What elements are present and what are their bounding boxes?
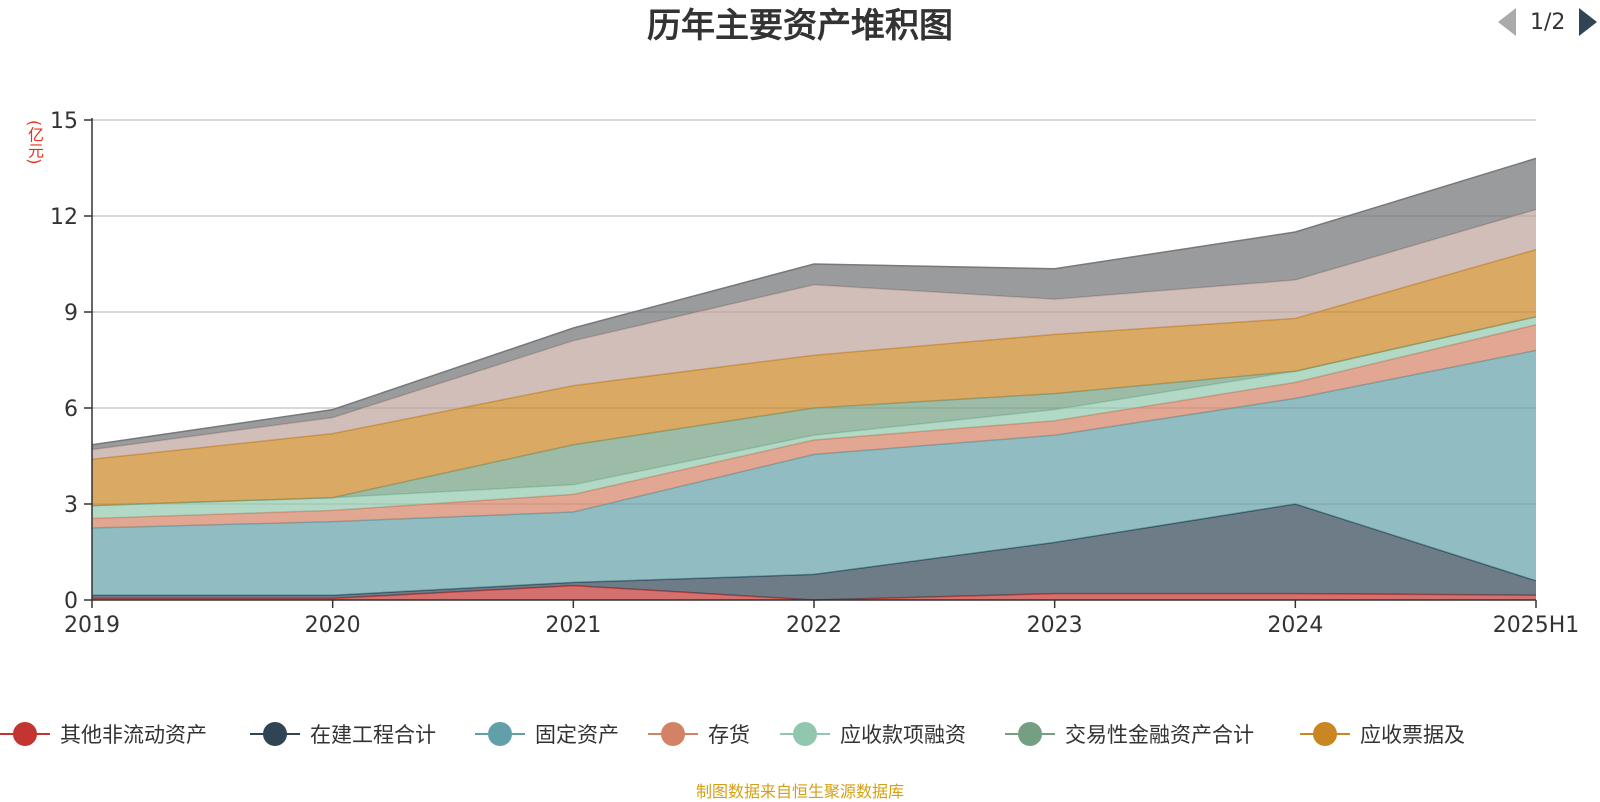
x-tick-label: 2023 bbox=[1027, 613, 1083, 638]
x-tick-label: 2021 bbox=[545, 613, 601, 638]
legend-marker-icon bbox=[0, 722, 50, 746]
legend-item[interactable]: 存货 bbox=[648, 712, 750, 756]
y-axis-unit-label: (亿元) bbox=[25, 120, 44, 165]
area-series-0[interactable] bbox=[92, 585, 1536, 600]
area-series-6[interactable] bbox=[92, 249, 1536, 506]
legend-page-indicator: 1/2 bbox=[1530, 9, 1566, 35]
y-tick-label: 9 bbox=[64, 301, 78, 326]
x-tick-label: 2020 bbox=[305, 613, 361, 638]
legend-item[interactable]: 应收款项融资 bbox=[780, 712, 966, 756]
axes bbox=[84, 118, 1537, 608]
legend-label: 交易性金融资产合计 bbox=[1065, 723, 1254, 747]
legend-marker-icon bbox=[1300, 722, 1350, 746]
legend-marker-icon bbox=[780, 722, 830, 746]
legend-marker-icon bbox=[250, 722, 300, 746]
legend-item[interactable]: 应收票据及 bbox=[1300, 712, 1465, 756]
legend-label: 其他非流动资产 bbox=[60, 723, 207, 747]
area-series-2[interactable] bbox=[92, 350, 1536, 596]
chart-title: 历年主要资产堆积图 bbox=[647, 6, 953, 46]
area-series-8[interactable] bbox=[92, 158, 1536, 450]
area-series bbox=[91, 157, 1537, 601]
legend-label: 应收票据及 bbox=[1360, 723, 1465, 747]
legend: 其他非流动资产 在建工程合计 固定资产 存货 应收款项融资 交易性金融资产合计 应收票据及 bbox=[0, 712, 1600, 756]
legend-item[interactable]: 交易性金融资产合计 bbox=[1005, 712, 1254, 756]
area-series-7[interactable] bbox=[92, 209, 1536, 460]
tick-labels: 0 3 6 9 12 15 2019 2020 2021 2022 2023 2024 2025H1 bbox=[50, 109, 1579, 638]
legend-marker-icon bbox=[475, 722, 525, 746]
source-note: 制图数据来自恒生聚源数据库 bbox=[695, 782, 904, 801]
area-series-1[interactable] bbox=[92, 504, 1536, 600]
legend-marker-icon bbox=[648, 722, 698, 746]
legend-item[interactable]: 在建工程合计 bbox=[250, 712, 436, 756]
legend-prev-page-icon[interactable] bbox=[1498, 8, 1516, 36]
y-tick-label: 0 bbox=[64, 589, 78, 614]
y-tick-label: 6 bbox=[64, 397, 78, 422]
legend-next-page-icon[interactable] bbox=[1579, 8, 1598, 36]
x-tick-label: 2024 bbox=[1267, 613, 1323, 638]
legend-marker-icon bbox=[1005, 722, 1055, 746]
y-tick-label: 3 bbox=[64, 493, 78, 518]
legend-item[interactable]: 固定资产 bbox=[475, 712, 619, 756]
area-series-5[interactable] bbox=[92, 316, 1536, 506]
legend-label: 固定资产 bbox=[535, 723, 619, 747]
stacked-area-chart: 0 3 6 9 12 15 2019 2020 2021 2022 2023 2024 2025H1 bbox=[50, 109, 1579, 638]
series-line-8 bbox=[91, 157, 1537, 446]
x-tick-label: 2025H1 bbox=[1493, 613, 1580, 638]
y-tick-label: 12 bbox=[50, 205, 78, 230]
legend-item[interactable]: 其他非流动资产 bbox=[0, 712, 207, 756]
x-tick-label: 2022 bbox=[786, 613, 842, 638]
legend-pager: 1/2 bbox=[1498, 0, 1598, 44]
x-tick-label: 2019 bbox=[64, 613, 120, 638]
legend-label: 应收款项融资 bbox=[840, 723, 966, 747]
legend-label: 存货 bbox=[708, 723, 750, 747]
legend-label: 在建工程合计 bbox=[310, 723, 436, 747]
y-tick-label: 15 bbox=[50, 109, 78, 134]
